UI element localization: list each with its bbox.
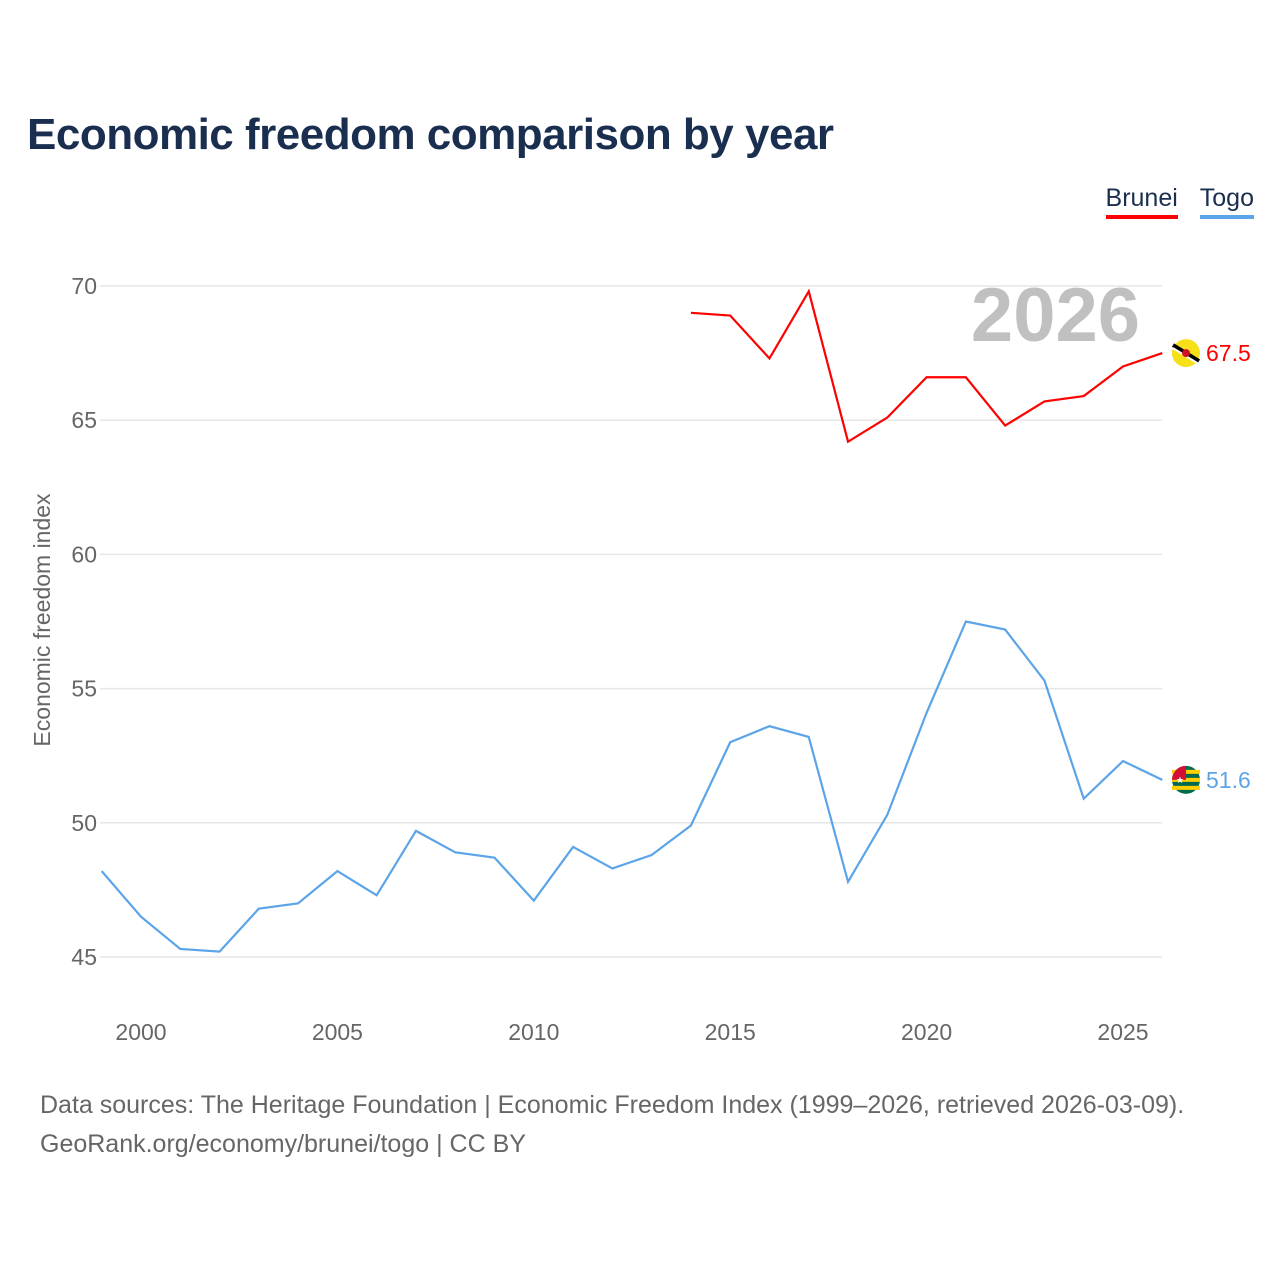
y-tick-label: 55 [71, 676, 97, 702]
svg-text:★: ★ [1176, 775, 1184, 785]
y-tick-label: 45 [71, 944, 97, 970]
source-line-2: GeoRank.org/economy/brunei/togo | CC BY [40, 1130, 526, 1158]
year-watermark: 2026 [971, 273, 1140, 358]
y-axis-label: Economic freedom index [29, 493, 55, 747]
x-tick-label: 2025 [1097, 1019, 1148, 1045]
x-tick-label: 2015 [705, 1019, 756, 1045]
end-value-label-brunei: 67.5 [1206, 340, 1251, 366]
x-tick-label: 2005 [312, 1019, 363, 1045]
end-value-label-togo: 51.6 [1206, 767, 1251, 793]
y-tick-label: 50 [71, 810, 97, 836]
y-tick-label: 65 [71, 407, 97, 433]
source-line-1: Data sources: The Heritage Foundation | … [40, 1091, 1185, 1119]
y-tick-label: 70 [71, 273, 97, 299]
source-note: Data sources: The Heritage Foundation | … [40, 1086, 1184, 1164]
x-tick-label: 2000 [115, 1019, 166, 1045]
series-line-togo [100, 620, 1163, 953]
togo-flag-icon: ★ [1172, 765, 1200, 794]
legend: Brunei Togo [1105, 184, 1254, 219]
series-line-brunei [690, 288, 1163, 444]
brunei-flag-icon [1171, 339, 1201, 368]
legend-item-brunei[interactable]: Brunei [1105, 184, 1178, 219]
legend-item-togo[interactable]: Togo [1199, 184, 1254, 219]
x-tick-label: 2020 [901, 1019, 952, 1045]
chart-title: Economic freedom comparison by year [27, 110, 834, 159]
x-tick-label: 2010 [508, 1019, 559, 1045]
y-tick-label: 60 [71, 541, 97, 567]
